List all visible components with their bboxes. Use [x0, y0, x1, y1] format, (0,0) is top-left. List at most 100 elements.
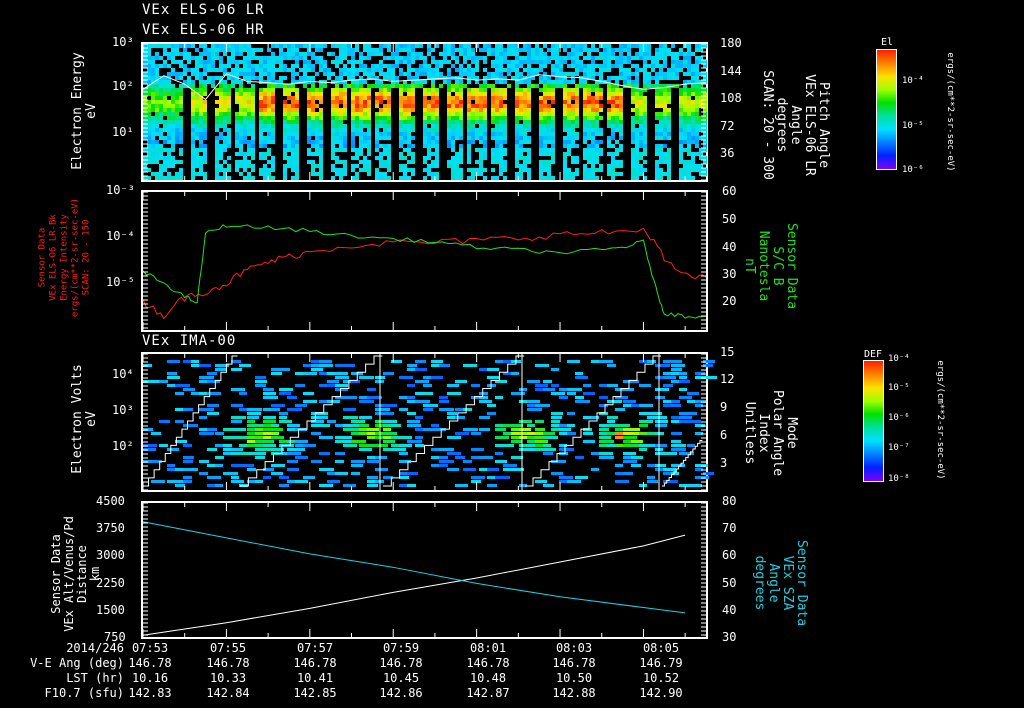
p2-ylabel-line: Energy Intensity: [59, 214, 70, 301]
colorbar1-tick: 10⁻⁴: [902, 76, 924, 86]
p4-ytick: 4500: [96, 494, 125, 508]
p4-y2label-line: VEx SZA: [780, 555, 795, 611]
colorbar2-title: DEF: [864, 349, 883, 360]
p2-y2tick: 40: [722, 240, 737, 254]
ephemeris-time: 07:53: [131, 641, 169, 655]
p3-y2tick: 3: [720, 456, 728, 470]
p3-ytick: 10⁴: [112, 367, 134, 381]
p2-y2tick: 30: [722, 267, 737, 281]
p3-ylabel-line: eV: [84, 411, 99, 427]
p3-y2tick: 12: [720, 372, 735, 386]
ephemeris-ve_ang: 146.78: [466, 656, 510, 670]
p3-ylabel: Electron Volts eV: [70, 354, 99, 484]
ephemeris-f107: 142.84: [206, 686, 250, 700]
p4-y2tick: 40: [722, 603, 737, 617]
ephemeris-lst: 10.16: [131, 671, 169, 685]
p2-y2label: Sensor Data S/C B Nanotesla nT: [742, 216, 799, 316]
ephemeris-lst: 10.45: [382, 671, 420, 685]
colorbar2-tick: 10⁻⁶: [888, 413, 910, 423]
ephemeris-lst: 10.41: [296, 671, 334, 685]
ephemeris-lst: 10.52: [642, 671, 680, 685]
p3-ylabel-line: Electron Volts: [70, 364, 85, 474]
p1-y2tick: 108: [720, 91, 742, 105]
p4-y2tick: 70: [722, 521, 737, 535]
p2-ylabel-line: SCAN: 20 - 150: [81, 219, 92, 296]
p2-y2label-line: S/C B: [770, 246, 785, 286]
p3-y2tick: 15: [720, 345, 735, 359]
p3-y2tick: 9: [720, 400, 728, 414]
row-label-f107: F10.7 (sfu): [44, 686, 124, 700]
ephemeris-time: 08:03: [555, 641, 593, 655]
p2-y2label-line: Nanotesla: [756, 230, 771, 302]
panel3-title: VEx IMA-00: [142, 333, 237, 349]
p2-ytick: 10⁻⁴: [106, 229, 135, 243]
p4-y2label-line: Sensor Data: [794, 539, 809, 627]
p1-ylabel-line: eV: [84, 103, 99, 119]
p1-y2label-line: Angle: [788, 105, 803, 145]
colorbar2: [863, 360, 884, 482]
p2-ylabel-line: ergs/(cm**2-sr-sec-eV): [70, 197, 81, 318]
ephemeris-lst: 10.50: [555, 671, 593, 685]
p4-ytick: 1500: [96, 603, 125, 617]
p2-y2tick: 20: [722, 294, 737, 308]
panel1-title-lr: VEx ELS-06 LR: [142, 2, 265, 18]
p3-ytick: 10³: [112, 403, 134, 417]
colorbar1-tick: 10⁻⁶: [902, 165, 924, 175]
row-label-ve-ang: V-E Ang (deg): [30, 656, 124, 670]
p1-ytick: 10³: [112, 35, 134, 49]
colorbar2-unit: ergs/(cm**2-sr-sec-eV): [935, 360, 945, 480]
p4-y2tick: 60: [722, 548, 737, 562]
p2-y2label-line: Sensor Data: [784, 222, 799, 310]
p1-y2label-line: Pitch Angle: [816, 81, 831, 169]
p2-ytick: 10⁻³: [106, 183, 135, 197]
p3-y2label-line: Mode: [784, 417, 799, 449]
ephemeris-lst: 10.33: [209, 671, 247, 685]
ephemeris-time: 08:01: [469, 641, 507, 655]
p1-y2tick: 72: [720, 119, 735, 133]
ephemeris-f107: 142.87: [466, 686, 510, 700]
p1-ylabel: Electron Energy eV: [70, 46, 99, 176]
p2-ylabel-line: VEx ELS-06 LR-Bk: [48, 214, 59, 301]
p1-ytick: 10¹: [112, 125, 134, 139]
p3-y2tick: 6: [720, 428, 728, 442]
colorbar1-tick: 10⁻⁵: [902, 121, 924, 131]
p1-y2label: Pitch Angle VEx ELS-06 LR Angle degrees …: [760, 50, 831, 200]
p4-ylabel-line: km: [88, 566, 102, 582]
p2-y2label-line: nT: [742, 258, 757, 274]
row-label-date: 2014/246: [66, 641, 124, 655]
p4-y2label-line: degrees: [752, 555, 767, 611]
colorbar2-tick: 10⁻⁵: [888, 383, 910, 393]
colorbar2-tick: 10⁻⁸: [888, 474, 910, 484]
colorbar1-unit: ergs/(cm**2-sr-sec-eV): [945, 52, 955, 172]
p4-ytick: 3000: [96, 548, 125, 562]
panel1-title-hr: VEx ELS-06 HR: [142, 22, 265, 38]
p4-ylabel: Sensor Data VEx Alt/Venus/Pd Distance km: [49, 504, 102, 644]
p4-y2label-line: Angle: [766, 563, 781, 603]
p2-y2tick: 60: [722, 184, 737, 198]
p1-y2tick: 180: [720, 36, 742, 50]
p1-y2label-line: degrees: [774, 97, 789, 153]
p2-ytick: 10⁻⁵: [106, 275, 135, 289]
colorbar1: [876, 49, 897, 170]
p3-y2label-line: Index: [756, 413, 771, 453]
p2-y2tick: 50: [722, 212, 737, 226]
p2-ylabel: Sensor Data VEx ELS-06 LR-Bk Energy Inte…: [38, 183, 93, 333]
ephemeris-time: 08:05: [642, 641, 680, 655]
p1-y2tick: 144: [720, 64, 742, 78]
p3-ytick: 10²: [112, 439, 134, 453]
p3-y2label-line: Unitless: [742, 401, 757, 465]
colorbar2-tick: 10⁻⁴: [888, 354, 910, 364]
ephemeris-time: 07:57: [296, 641, 334, 655]
ephemeris-ve_ang: 146.78: [552, 656, 596, 670]
panel-orbit: [141, 501, 708, 639]
p4-ytick: 2250: [96, 576, 125, 590]
p4-ytick: 750: [104, 630, 126, 644]
ephemeris-ve_ang: 146.78: [128, 656, 172, 670]
p1-ytick: 10²: [112, 79, 134, 93]
p1-y2label-line: SCAN: 20 - 300: [760, 70, 775, 180]
p4-y2tick: 50: [722, 576, 737, 590]
p3-y2label-line: Polar Angle: [770, 389, 785, 477]
ephemeris-lst: 10.48: [469, 671, 507, 685]
ephemeris-ve_ang: 146.78: [379, 656, 423, 670]
